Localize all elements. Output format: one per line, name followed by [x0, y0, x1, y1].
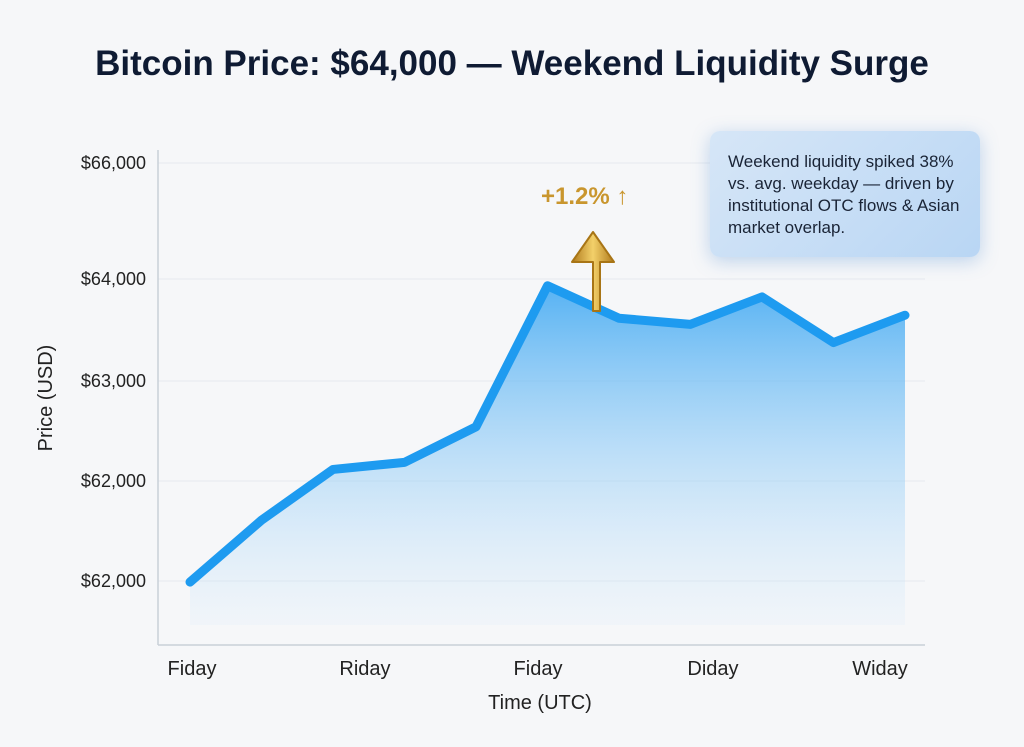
- data-point: [903, 313, 907, 318]
- x-tick-label: Fiday: [168, 658, 217, 680]
- x-tick-label: Riday: [339, 658, 390, 680]
- data-point: [331, 467, 335, 472]
- up-arrow-icon: [571, 231, 615, 312]
- small-up-arrow-icon: ↑: [616, 183, 629, 210]
- data-point: [402, 460, 407, 465]
- data-point: [831, 340, 836, 345]
- y-tick-label: $64,000: [81, 269, 146, 289]
- y-axis-label: Price (USD): [35, 345, 57, 452]
- data-point: [259, 518, 264, 523]
- x-tick-label: Widay: [852, 658, 908, 680]
- y-tick-label: $66,000: [81, 153, 146, 173]
- percent-change-annotation: +1.2% ↑: [541, 183, 628, 211]
- data-point: [688, 322, 693, 327]
- y-tick-label: $62,000: [81, 471, 146, 491]
- chart-title: Bitcoin Price: $64,000 — Weekend Liquidi…: [95, 44, 929, 83]
- data-point: [617, 316, 621, 321]
- y-tick-label: $62,000: [81, 571, 146, 591]
- x-axis-label: Time (UTC): [488, 692, 592, 714]
- data-point: [760, 294, 764, 299]
- data-point: [188, 580, 192, 585]
- data-point: [474, 424, 478, 429]
- area-fill: [190, 285, 905, 625]
- x-tick-label: Fiday: [514, 658, 563, 680]
- callout-box: Weekend liquidity spiked 38% vs. avg. we…: [710, 131, 980, 257]
- percent-change-label: +1.2%: [541, 183, 610, 210]
- y-tick-label: $63,000: [81, 371, 146, 391]
- x-tick-label: Diday: [687, 658, 738, 680]
- data-point: [545, 283, 550, 288]
